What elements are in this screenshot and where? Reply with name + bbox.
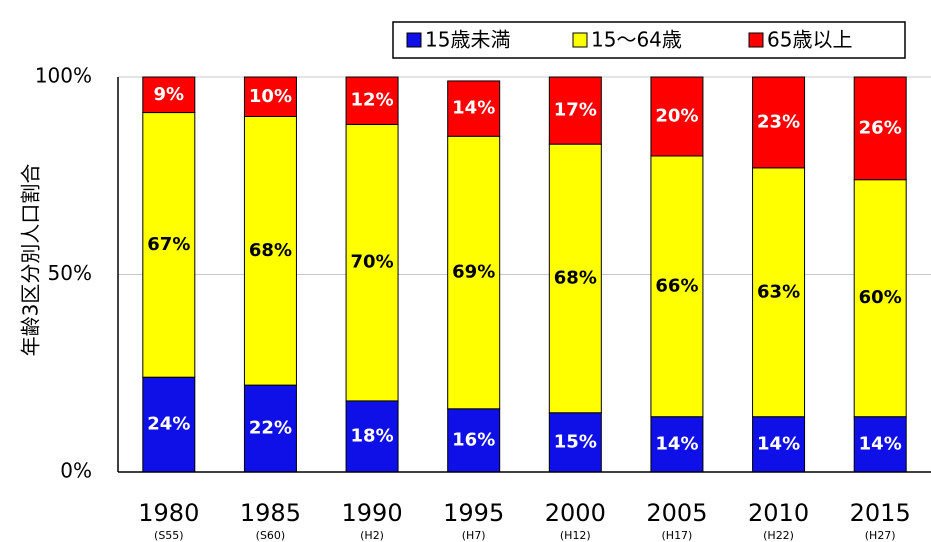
legend-swatch [406, 32, 422, 48]
x-tick-label: 2015 [850, 499, 911, 527]
x-tick-label: 2005 [646, 499, 707, 527]
bar-segment [853, 76, 907, 181]
bar-segment [650, 76, 704, 157]
x-tick-sublabel: (H12) [560, 529, 591, 542]
y-tick-label: 50% [48, 261, 92, 285]
x-tick-label: 2010 [748, 499, 809, 527]
bar-segment [548, 412, 602, 473]
value-label: 14% [859, 433, 902, 454]
bar-segment [752, 76, 806, 169]
value-label: 10% [249, 86, 292, 107]
value-label: 26% [859, 117, 902, 138]
x-tick-sublabel: (S60) [256, 529, 286, 542]
legend-label: 15歳未満 [425, 28, 510, 52]
bar-segment [345, 123, 399, 402]
value-label: 70% [351, 252, 394, 273]
value-label: 63% [757, 281, 800, 302]
x-tick-sublabel: (H22) [763, 529, 794, 542]
x-tick-label: 1995 [443, 499, 504, 527]
bar-segment [752, 167, 806, 418]
x-tick-label: 2000 [545, 499, 606, 527]
bar-segment [853, 416, 907, 473]
bar-segment [853, 179, 907, 418]
bar-segment [447, 135, 501, 410]
x-tick-sublabel: (S55) [154, 529, 184, 542]
value-label: 15% [554, 431, 597, 452]
y-axis-title: 年齢3区分別人口割合 [19, 164, 43, 357]
value-label: 14% [757, 433, 800, 454]
y-tick-label: 0% [60, 459, 92, 483]
bar-segment [243, 116, 297, 386]
value-label: 17% [554, 100, 597, 121]
value-label: 68% [554, 267, 597, 288]
value-label: 60% [859, 287, 902, 308]
bar-segment [650, 155, 704, 418]
bar-segment [243, 76, 297, 117]
value-label: 14% [452, 98, 495, 119]
bar-segment [447, 80, 501, 137]
value-label: 14% [655, 433, 698, 454]
bar-segment [548, 143, 602, 414]
legend-label: 15～64歳 [591, 28, 682, 52]
value-label: 20% [655, 106, 698, 127]
value-label: 66% [655, 275, 698, 296]
value-label: 23% [757, 111, 800, 132]
bar-segment [752, 416, 806, 473]
bar-segment [345, 400, 399, 473]
bar-segment [345, 76, 399, 125]
value-label: 18% [351, 425, 394, 446]
x-tick-sublabel: (H17) [662, 529, 693, 542]
x-tick-sublabel: (H27) [865, 529, 896, 542]
bar-segment [142, 76, 196, 114]
bar-segment [142, 376, 196, 473]
x-tick-sublabel: (H7) [462, 529, 486, 542]
value-label: 69% [452, 262, 495, 283]
legend: 15歳未満 15～64歳 65歳以上 [392, 21, 906, 59]
y-tick-label: 100% [35, 64, 92, 88]
value-label: 68% [249, 240, 292, 261]
x-tick-sublabel: (H2) [360, 529, 384, 542]
value-label: 24% [147, 414, 190, 435]
x-tick-label: 1990 [342, 499, 403, 527]
x-tick-label: 1985 [240, 499, 301, 527]
x-tick-label: 1980 [138, 499, 199, 527]
value-label: 22% [249, 418, 292, 439]
legend-box [392, 21, 906, 59]
legend-swatch [572, 32, 588, 48]
legend-label: 65歳以上 [767, 28, 852, 52]
bar-segment [650, 416, 704, 473]
value-label: 16% [452, 429, 495, 450]
legend-swatch [748, 32, 764, 48]
bar-segment [548, 76, 602, 145]
value-label: 67% [147, 234, 190, 255]
value-label: 9% [154, 84, 185, 105]
value-label: 12% [351, 90, 394, 111]
